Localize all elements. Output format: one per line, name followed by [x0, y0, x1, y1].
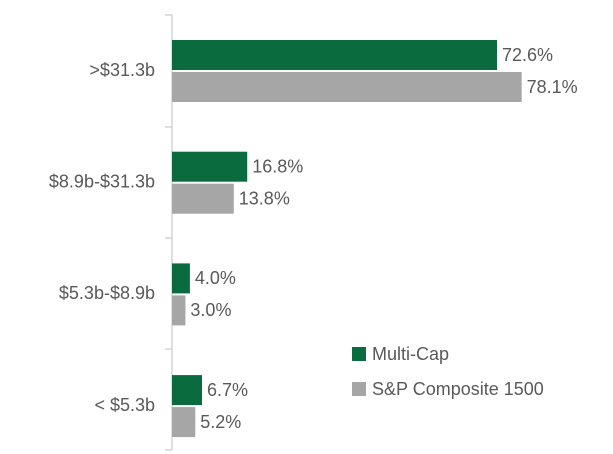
- category-label: $5.3b-$8.9b: [59, 283, 155, 303]
- value-label: 78.1%: [527, 77, 578, 97]
- bar: [172, 151, 248, 182]
- value-label: 72.6%: [502, 45, 553, 65]
- category-label: >$31.3b: [89, 60, 155, 80]
- legend-swatch: [352, 382, 366, 396]
- legend-label: Multi-Cap: [372, 344, 449, 364]
- legend-label: S&P Composite 1500: [372, 379, 544, 399]
- bar: [172, 40, 498, 70]
- bar: [172, 183, 234, 214]
- category-label: $8.9b-$31.3b: [49, 171, 155, 191]
- bar: [172, 407, 196, 438]
- value-label: 5.2%: [200, 412, 241, 432]
- bar: [172, 263, 190, 294]
- bar: [172, 375, 202, 406]
- axis: [165, 14, 173, 451]
- category-label: < $5.3b: [94, 395, 155, 415]
- value-label: 3.0%: [190, 300, 231, 320]
- value-label: 6.7%: [207, 380, 248, 400]
- bar: [172, 72, 522, 102]
- bar: [172, 295, 186, 326]
- value-label: 4.0%: [195, 268, 236, 288]
- value-label: 13.8%: [239, 188, 290, 208]
- value-label: 16.8%: [252, 156, 303, 176]
- legend-swatch: [352, 347, 366, 361]
